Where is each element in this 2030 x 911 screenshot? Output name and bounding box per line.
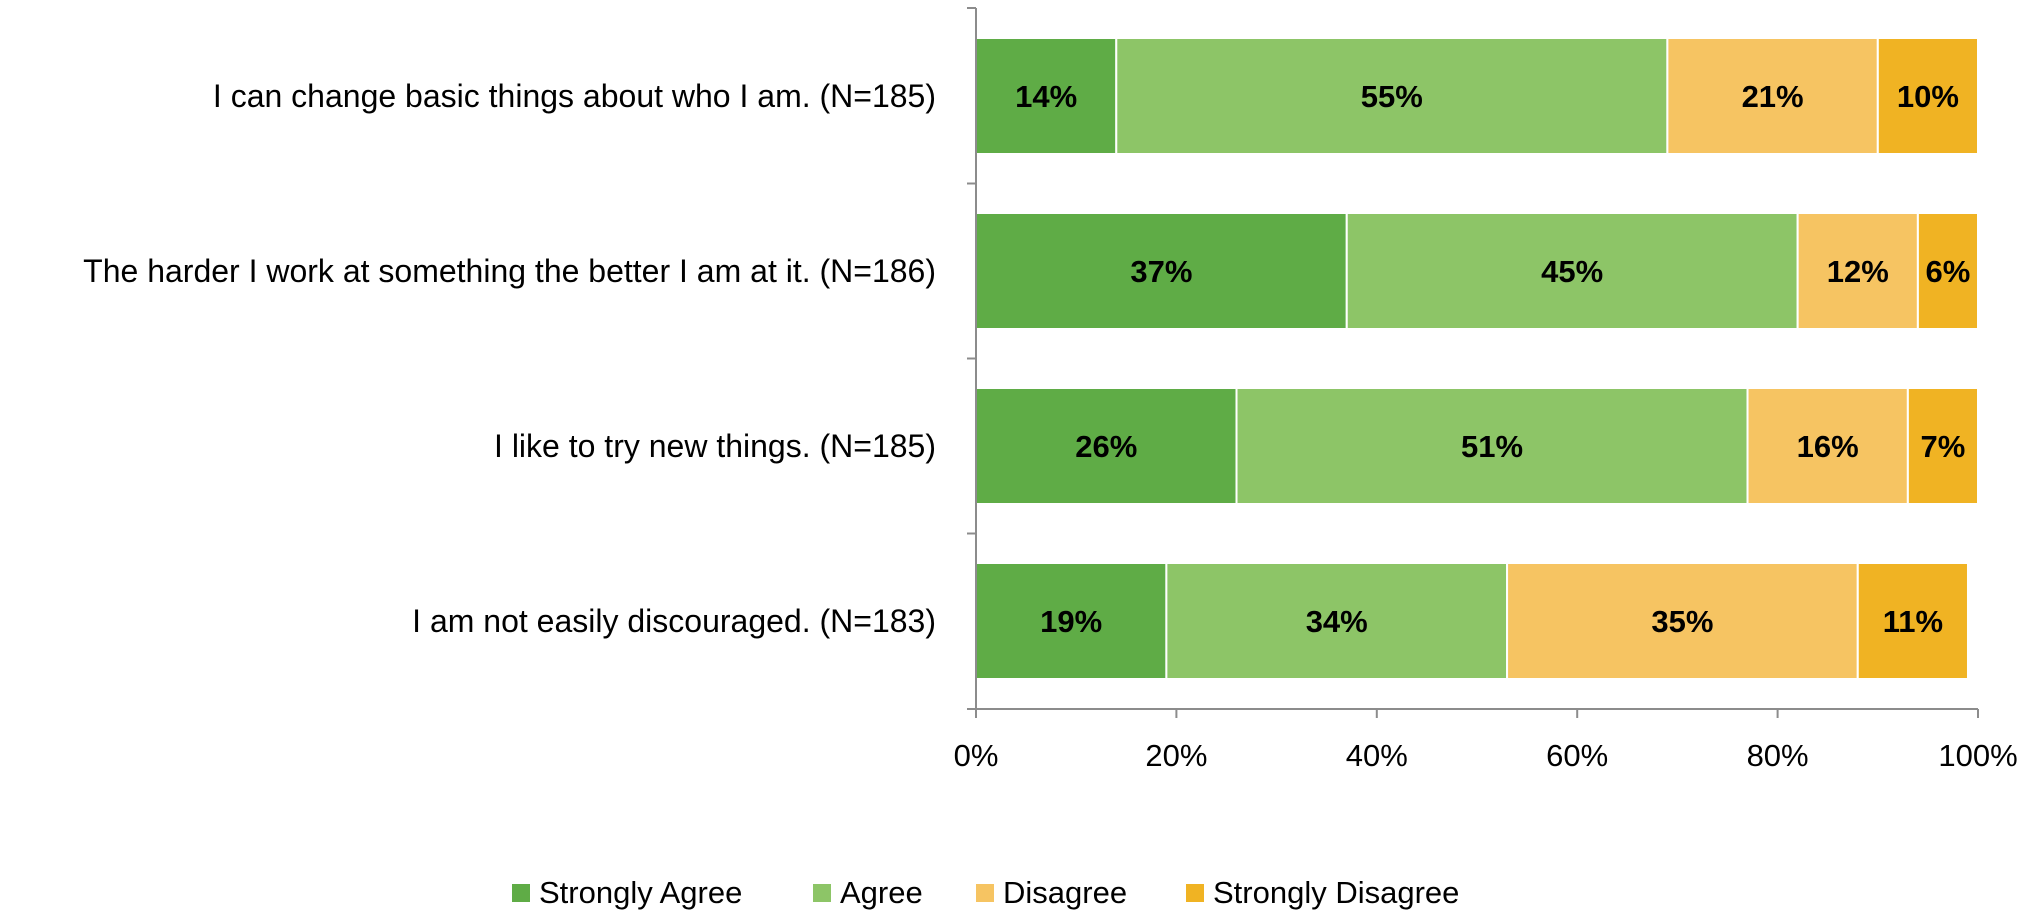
legend-swatch (813, 884, 831, 902)
bar-segment (975, 37, 1118, 155)
legend-label: Disagree (1003, 875, 1127, 910)
category-label: I am not easily discouraged. (N=183) (412, 603, 936, 639)
x-tick-label: 0% (954, 738, 999, 773)
data-label: 10% (1897, 79, 1959, 114)
category-labels-group: I can change basic things about who I am… (83, 78, 936, 639)
data-label: 34% (1306, 604, 1368, 639)
data-label: 14% (1015, 79, 1077, 114)
legend-label: Agree (840, 875, 923, 910)
data-label: 6% (1926, 254, 1971, 289)
bar-segment (1235, 387, 1749, 505)
data-label: 11% (1883, 604, 1943, 639)
category-label: I like to try new things. (N=185) (494, 428, 936, 464)
bar-segment (1906, 387, 1979, 505)
bar-segment (1115, 37, 1669, 155)
bar-segment (1666, 37, 1879, 155)
x-tick-labels-group: 0% 20% 40% 60% 80% 100% (954, 738, 2018, 773)
axes-group (967, 7, 1979, 718)
category-label: The harder I work at something the bette… (83, 253, 936, 289)
bar-segment (1165, 562, 1509, 680)
data-label: 12% (1827, 254, 1889, 289)
data-labels-group: 14% 55% 21% 10% 37% 45% 12% 6% 26% 51% 16% 7% 19% 34%… (1015, 79, 1970, 639)
bar-segment (1876, 37, 1980, 155)
bar-segment (1345, 212, 1799, 330)
bar-segment (1856, 562, 1969, 680)
bars-group (975, 37, 1980, 680)
data-label: 26% (1075, 429, 1137, 464)
data-label: 35% (1651, 604, 1713, 639)
data-label: 37% (1130, 254, 1192, 289)
legend-swatch (976, 884, 994, 902)
data-label: 21% (1742, 79, 1804, 114)
legend-label: Strongly Disagree (1213, 875, 1459, 910)
bar-segment (975, 562, 1168, 680)
data-label: 51% (1461, 429, 1523, 464)
legend: Strongly Agree Agree Disagree Strongly Disa… (512, 875, 1459, 910)
data-label: 45% (1541, 254, 1603, 289)
bar-segment (1506, 562, 1859, 680)
legend-swatch (512, 884, 530, 902)
bar-segment (1796, 212, 1919, 330)
data-label: 16% (1797, 429, 1859, 464)
x-tick-label: 40% (1346, 738, 1408, 773)
bar-segment (1916, 212, 1980, 330)
data-label: 19% (1040, 604, 1102, 639)
x-tick-label: 60% (1546, 738, 1608, 773)
legend-swatch (1186, 884, 1204, 902)
legend-label: Strongly Agree (539, 875, 742, 910)
x-tick-label: 20% (1145, 738, 1207, 773)
x-tick-label: 100% (1938, 738, 2017, 773)
bar-segment (975, 212, 1348, 330)
data-label: 7% (1921, 429, 1966, 464)
x-tick-label: 80% (1747, 738, 1809, 773)
data-label: 55% (1361, 79, 1423, 114)
category-label: I can change basic things about who I am… (213, 78, 936, 114)
